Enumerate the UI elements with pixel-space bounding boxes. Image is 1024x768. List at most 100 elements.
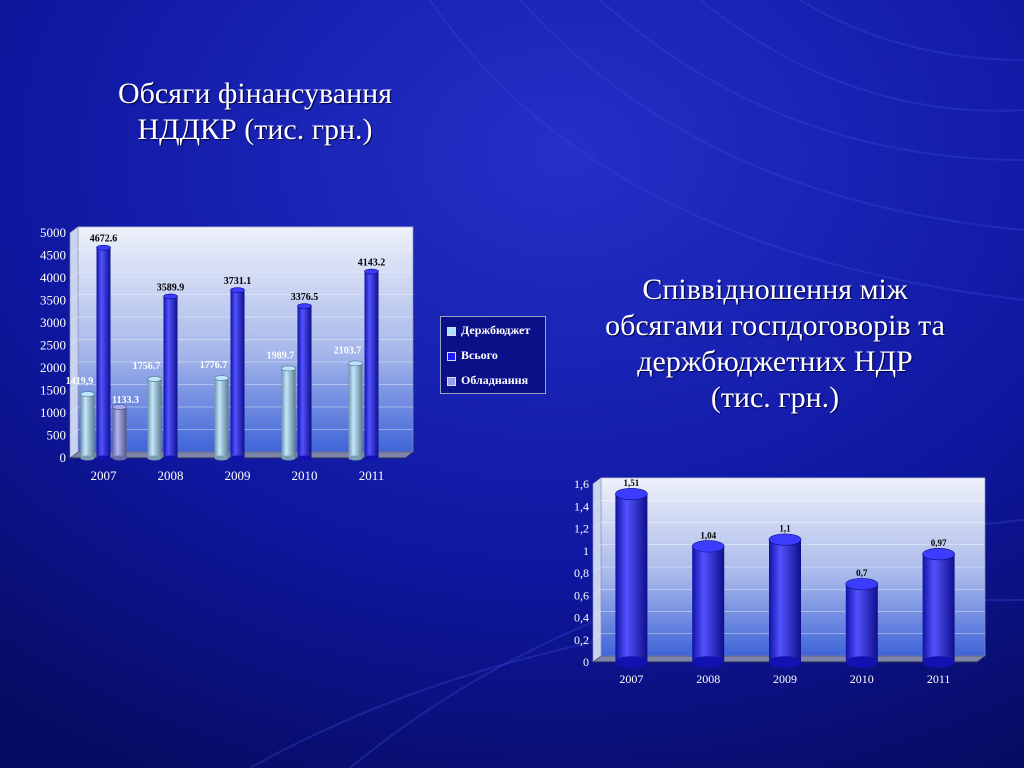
gridline-side [592,566,602,574]
chart1-title: Обсяги фінансування НДДКР (тис. грн.) [60,76,450,148]
y-tick-label: 4000 [40,270,66,285]
bar-2008-1 [163,293,178,461]
x-tick-label: 2007 [91,468,118,483]
y-tick-label: 1,6 [574,477,589,491]
data-label: 1,51 [624,478,640,488]
bar-2007-0 [615,487,648,668]
bar-2009-0 [768,533,802,668]
gridline-side [69,294,79,301]
data-label: 4143.2 [358,258,386,269]
x-tick-label: 2010 [292,468,318,483]
bar-2008-0 [691,540,725,668]
data-label: 1419,9 [66,376,94,387]
data-label: 3376.5 [291,292,319,303]
x-tick-label: 2008 [696,672,720,686]
x-tick-label: 2007 [619,672,643,686]
chart2-title-line4: (тис. грн.) [710,381,840,414]
y-tick-label: 0,6 [574,588,589,602]
gridline-side [592,477,602,485]
bar-2007-2 [112,404,127,461]
y-tick-label: 3500 [40,293,66,308]
legend-label: Обладнання [461,373,529,387]
y-tick-label: 0 [583,655,589,669]
legend-swatch [447,376,456,386]
x-tick-label: 2011 [359,468,385,483]
gridline-side [69,361,79,369]
x-tick-label: 2008 [158,468,184,483]
bar-2007-0 [80,391,95,461]
gridline-side [592,500,602,507]
data-label: 3731.1 [224,276,252,287]
chart2-title: Співвідношення між обсягами госпдоговорі… [560,272,990,416]
data-label: 1133.3 [112,395,139,406]
y-tick-label: 1,4 [574,499,589,513]
x-tick-label: 2010 [850,672,874,686]
y-tick-label: 1000 [40,405,66,420]
gridline-side [69,316,79,324]
y-tick-label: 5000 [40,225,66,240]
y-tick-label: 0,4 [574,611,589,625]
data-label: 1989.7 [267,350,295,361]
bar-2008-0 [147,376,162,461]
bar-2009-1 [230,287,245,461]
y-tick-label: 500 [47,428,67,443]
gridline-side [592,611,602,618]
chart2-title-line2: обсягами госпдоговорів та [605,309,945,342]
bar-2010-0 [845,578,879,668]
bar-2011-1 [364,268,379,461]
data-label: 0,97 [931,538,947,548]
bar-2011-0 [922,548,955,668]
y-tick-label: 2500 [40,338,66,353]
gridline-side [69,384,79,391]
legend-label: Держбюджет [461,323,531,337]
bar-2010-1 [297,303,312,461]
gridline-side [592,633,602,640]
data-label: 2103.7 [334,345,362,356]
y-tick-label: 2000 [40,360,66,375]
y-tick-label: 1500 [40,383,66,398]
y-tick-label: 1 [583,544,589,558]
data-label: 1,04 [700,530,716,540]
bar-2007-1 [96,244,111,461]
data-label: 1776.7 [200,360,228,371]
gridline-side [69,249,79,256]
bar-2010-0 [281,365,296,461]
y-tick-label: 3000 [40,315,66,330]
x-tick-label: 2011 [927,672,951,686]
gridline-side [592,544,602,551]
y-tick-label: 4500 [40,248,66,263]
y-tick-label: 0,8 [574,566,589,580]
data-label: 3589.9 [157,282,185,293]
legend-swatch [447,351,456,361]
chart1-title-line2: НДДКР (тис. грн.) [137,113,373,146]
legend-item-derzhbiudzhet: Держбюджет [447,322,530,338]
funding-chart: 0 500 1000 1500 2000 2500 3000 3500 4000 4500 5000… [40,225,414,483]
chart2-title-line1: Співвідношення між [642,273,908,306]
chart1-legend: Держбюджет Всього Обладнання [440,316,546,394]
gridline-side [69,271,79,279]
y-tick-label: 1,2 [574,522,589,536]
data-label: 4672.6 [90,234,118,245]
data-label: 1756.7 [133,361,161,372]
legend-label: Всього [461,348,498,362]
chart2-title-line3: держбюджетних НДР [637,345,913,378]
chart1-title-line1: Обсяги фінансування [117,77,392,110]
bar-2011-0 [348,360,363,461]
legend-item-vsoho: Всього [447,347,498,363]
legend-item-obladnannia: Обладнання [447,372,528,388]
gridline-side [592,522,602,529]
data-label: 0,7 [856,568,868,578]
legend-swatch [447,326,456,336]
x-tick-label: 2009 [225,468,251,483]
gridline-side [69,429,79,436]
gridline-side [69,226,79,234]
ratio-chart: 0 0,2 0,4 0,6 0,8 1 1,2 1,4 1,6 2007 1,51 2008 1,04 2… [574,477,986,686]
gridline-side [69,339,79,346]
gridline-side [592,589,602,596]
y-tick-label: 0 [60,450,67,465]
bar-2009-0 [214,375,229,461]
data-label: 1,1 [779,524,791,534]
gridline-side [69,406,79,414]
y-tick-label: 0,2 [574,633,589,647]
x-tick-label: 2009 [773,672,797,686]
